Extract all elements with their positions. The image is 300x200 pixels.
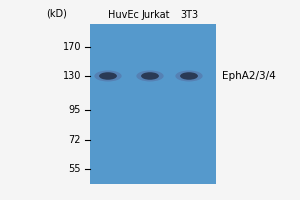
Ellipse shape (94, 70, 122, 81)
FancyBboxPatch shape (90, 24, 216, 184)
Text: 3T3: 3T3 (180, 10, 198, 20)
Text: 55: 55 (68, 164, 81, 174)
Ellipse shape (136, 70, 164, 81)
Ellipse shape (99, 72, 117, 80)
Text: (kD): (kD) (46, 8, 68, 18)
Text: EphA2/3/4: EphA2/3/4 (222, 71, 276, 81)
Text: HuvEc: HuvEc (108, 10, 138, 20)
Text: 170: 170 (62, 42, 81, 52)
Text: 72: 72 (68, 135, 81, 145)
Text: 130: 130 (63, 71, 81, 81)
Ellipse shape (180, 72, 198, 80)
Text: Jurkat: Jurkat (142, 10, 170, 20)
Text: 95: 95 (69, 105, 81, 115)
Ellipse shape (141, 72, 159, 80)
Ellipse shape (175, 70, 203, 81)
